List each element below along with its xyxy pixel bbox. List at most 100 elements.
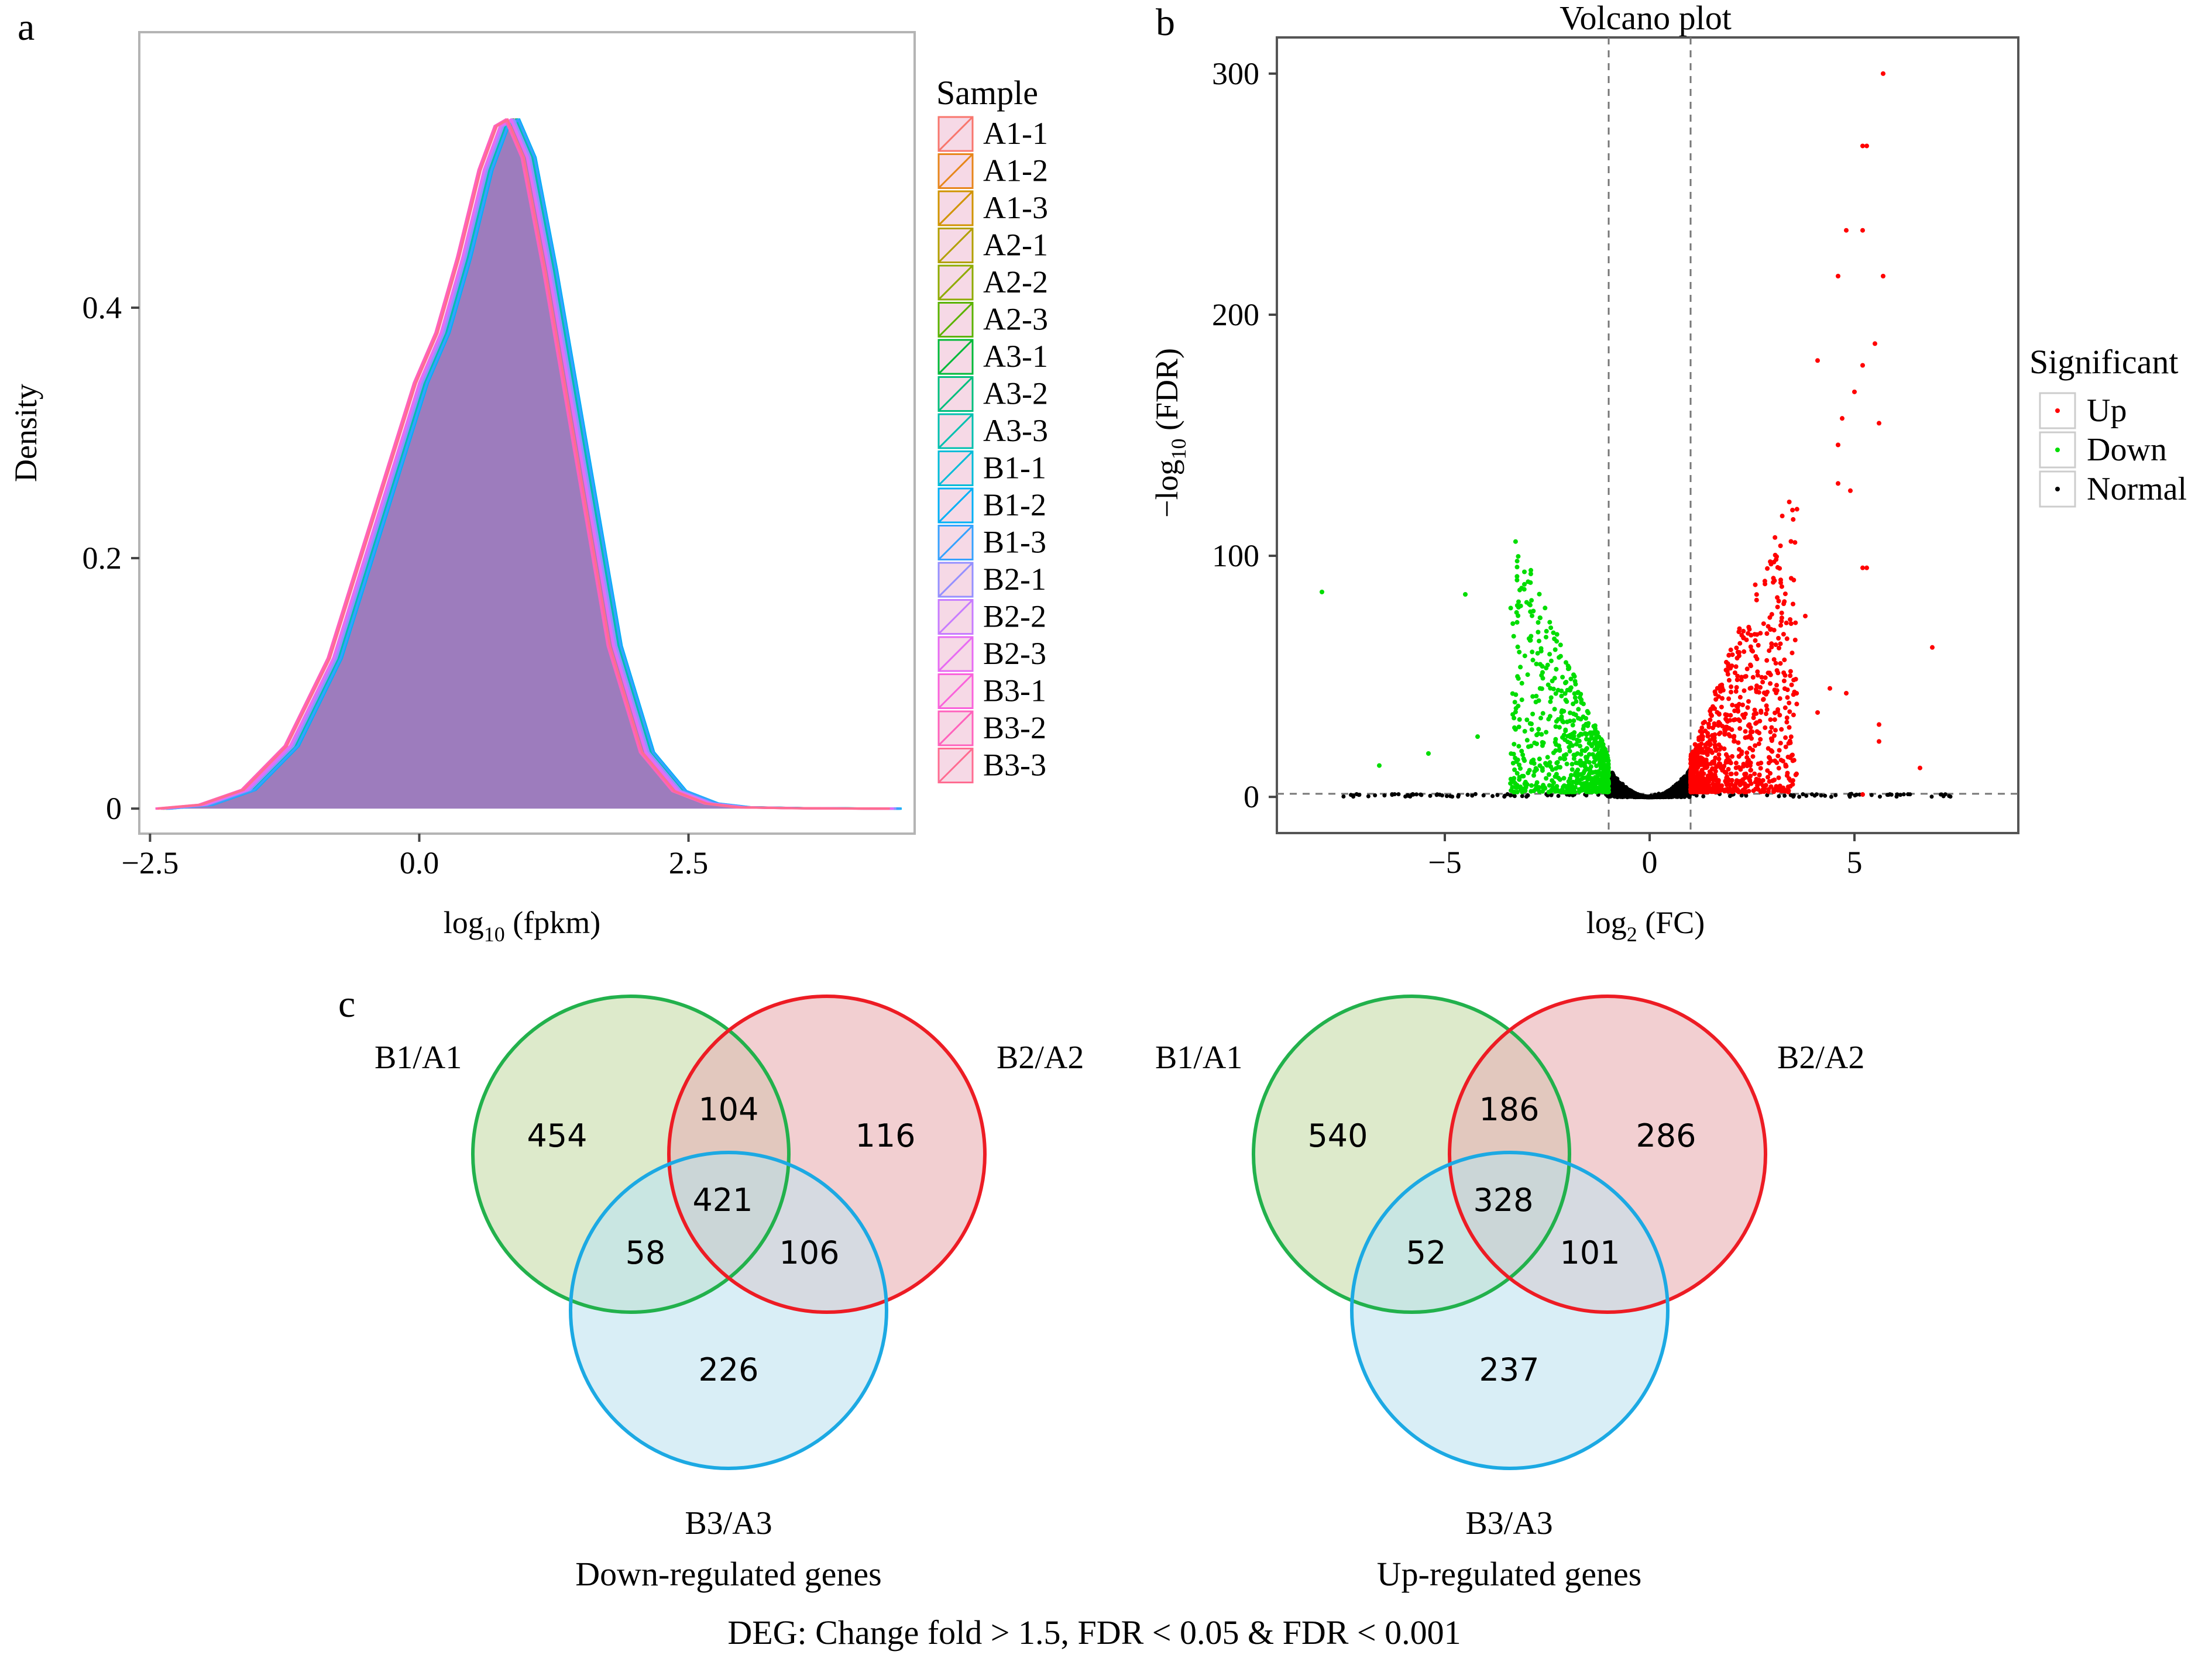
venn-title: Down-regulated genes [575, 1555, 881, 1593]
volcano-point-down [1578, 752, 1584, 757]
density-legend-item: B3-1 [937, 673, 1046, 709]
volcano-point-down [1569, 762, 1575, 767]
volcano-point-down [1552, 647, 1558, 652]
volcano-point-up [1744, 750, 1750, 755]
volcano-point-down [1531, 788, 1537, 793]
volcano-point-normal [1701, 794, 1706, 799]
volcano-point-up [1788, 734, 1794, 739]
density-legend-item: A2-3 [937, 302, 1048, 338]
volcano-point-up [1713, 775, 1718, 780]
venn-count-abc: 328 [1473, 1182, 1533, 1219]
volcano-point-down [1514, 789, 1520, 794]
volcano-point-normal [1675, 788, 1680, 793]
volcano-point-down [1540, 711, 1545, 716]
density-legend-key-slash [937, 710, 974, 746]
volcano-legend-key [2039, 392, 2076, 429]
volcano-point-down [1519, 697, 1524, 703]
volcano-point-up [1719, 704, 1724, 710]
volcano-point-up [1736, 717, 1741, 722]
volcano-point-down [1558, 642, 1563, 648]
volcano-point-up [1740, 777, 1746, 782]
volcano-point-down [1511, 634, 1516, 639]
venn-down-regulated: 454 116 226 104 58 106 421 B1/A1 B2/A2 B3/A3 Down-… [375, 995, 1084, 1593]
volcano-point-up [1702, 720, 1708, 725]
volcano-point-down [1568, 710, 1573, 715]
volcano-point-up [1700, 756, 1705, 762]
volcano-point-normal [1819, 793, 1823, 798]
venn-set-tint [1450, 996, 1766, 1312]
volcano-point-down [1562, 691, 1568, 696]
volcano-point-up [1716, 761, 1722, 766]
volcano-point-normal [1801, 792, 1805, 797]
volcano-point-up [1765, 566, 1770, 571]
volcano-point-up [1743, 674, 1747, 679]
density-legend-key-slash [937, 450, 974, 486]
volcano-point-up [1745, 783, 1750, 789]
volcano-point-up [1733, 664, 1739, 669]
volcano-point-up [1766, 670, 1771, 676]
volcano-point-down [1517, 587, 1522, 593]
volcano-point-normal [1901, 792, 1906, 797]
volcano-point-down [1530, 649, 1535, 655]
volcano-point-up [1766, 775, 1770, 780]
volcano-point-up [1791, 758, 1797, 763]
density-legend-label: B2-2 [983, 599, 1046, 634]
volcano-point-up [1765, 768, 1770, 773]
density-legend-label: B2-1 [983, 562, 1046, 597]
volcano-point-up [1699, 769, 1704, 774]
volcano-point-normal [1791, 794, 1795, 799]
volcano-point-down [1547, 620, 1552, 625]
volcano-x-tick-label: 0 [1642, 845, 1658, 880]
volcano-point-up [1688, 766, 1694, 771]
volcano-point-up [1785, 755, 1791, 759]
volcano-title: Volcano plot [1560, 0, 1732, 37]
volcano-point-up [1710, 706, 1715, 711]
volcano-point-up [1778, 641, 1783, 646]
volcano-point-up [1726, 652, 1732, 658]
volcano-point-normal [1908, 792, 1912, 797]
volcano-point-up [1728, 713, 1733, 718]
volcano-down-points [1320, 539, 1611, 794]
density-legend-key-slash [937, 487, 974, 524]
volcano-point-up [1771, 559, 1777, 565]
volcano-points [1320, 71, 1953, 800]
volcano-point-down [1509, 788, 1514, 793]
volcano-point-normal [1465, 793, 1470, 797]
density-legend-key-slash [937, 228, 974, 263]
volcano-point-up [1730, 754, 1734, 759]
volcano-point-up [1860, 228, 1865, 233]
volcano-point-normal [1470, 793, 1475, 798]
volcano-point-up [1782, 705, 1788, 710]
volcano-point-up [1784, 720, 1789, 725]
volcano-point-down [1529, 634, 1534, 639]
volcano-point-down [1544, 635, 1548, 640]
volcano-point-up [1736, 789, 1742, 794]
volcano-point-normal [1612, 784, 1617, 789]
venn-count-ac: 58 [626, 1234, 666, 1271]
volcano-point-down [1522, 653, 1527, 659]
volcano-point-down [1522, 729, 1527, 734]
volcano-point-up [1775, 595, 1780, 600]
volcano-point-down [1539, 732, 1544, 737]
volcano-point-down [1514, 559, 1520, 564]
venn-count-c-only: 226 [698, 1351, 758, 1388]
density-legend-item: A1-1 [937, 116, 1048, 152]
volcano-point-up [1758, 789, 1763, 794]
volcano-point-normal [1829, 794, 1833, 799]
volcano-point-down [1524, 717, 1530, 722]
volcano-y-axis-label: −log10 (FDR) [1149, 348, 1190, 518]
density-legend-label: A1-2 [983, 153, 1048, 188]
volcano-point-up [1752, 707, 1757, 713]
volcano-point-up [1757, 773, 1762, 777]
volcano-point-up [1744, 755, 1750, 760]
volcano-point-down [1463, 592, 1468, 597]
volcano-point-normal [1674, 782, 1679, 787]
volcano-point-down [1564, 761, 1569, 766]
volcano-y-tick-label: 0 [1244, 779, 1259, 814]
volcano-point-up [1772, 733, 1777, 738]
volcano-point-down [1554, 761, 1560, 766]
volcano-point-down [1566, 779, 1571, 784]
density-legend-item: A3-1 [937, 339, 1048, 375]
volcano-point-up [1726, 677, 1732, 683]
